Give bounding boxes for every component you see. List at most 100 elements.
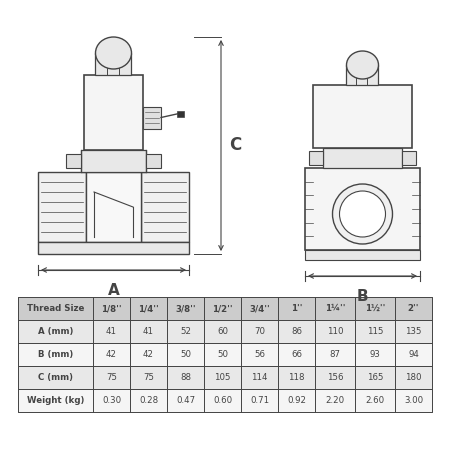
Bar [278,320,315,343]
Text: 105: 105 [214,373,231,382]
Bar [81,150,146,172]
Text: Thread Size: Thread Size [27,304,84,313]
Text: 93: 93 [370,350,381,359]
Bar [93,297,130,320]
Bar [141,172,189,242]
Text: A: A [108,283,119,298]
Bar [18,320,432,343]
Bar [95,53,131,75]
Text: 0.60: 0.60 [213,396,232,405]
Text: 114: 114 [251,373,268,382]
Bar [315,297,355,320]
Text: C: C [229,137,241,155]
Bar [204,366,241,389]
Text: C (mm): C (mm) [38,373,73,382]
Bar [315,343,355,366]
Text: 88: 88 [180,373,191,382]
Bar [18,389,432,412]
Bar [278,389,315,412]
Text: B: B [357,289,368,304]
Text: 42: 42 [106,350,117,359]
Bar [278,366,315,389]
Text: 180: 180 [405,373,422,382]
Text: B (mm): B (mm) [38,350,73,359]
Circle shape [332,184,392,244]
Bar [38,242,189,254]
Text: 1/4'': 1/4'' [138,304,159,313]
Bar [355,389,395,412]
Bar [315,320,355,343]
Text: 3.00: 3.00 [404,396,423,405]
Text: 1½'': 1½'' [365,304,385,313]
Bar [18,343,432,366]
Text: 1'': 1'' [291,304,302,313]
Bar [395,297,432,320]
Text: 1¼'': 1¼'' [325,304,345,313]
Bar [167,366,204,389]
Bar [204,320,241,343]
Text: 3/4'': 3/4'' [249,304,270,313]
Text: 165: 165 [367,373,383,382]
Text: Weight (kg): Weight (kg) [27,396,84,405]
Bar [93,366,130,389]
Text: 52: 52 [180,327,191,336]
Text: 0.47: 0.47 [176,396,195,405]
Bar [18,297,432,320]
Bar [18,389,93,412]
Text: 70: 70 [254,327,265,336]
Text: 2.20: 2.20 [326,396,345,405]
Bar [18,320,93,343]
Text: 2.60: 2.60 [365,396,384,405]
Bar [278,343,315,366]
Bar [313,85,412,148]
Bar [241,320,278,343]
Bar [355,343,395,366]
Text: 86: 86 [291,327,302,336]
Text: 110: 110 [327,327,343,336]
Bar [395,389,432,412]
Text: 75: 75 [143,373,154,382]
Bar [395,343,432,366]
Bar [241,343,278,366]
Bar [18,343,93,366]
Text: 1/8'': 1/8'' [101,304,122,313]
Bar [130,297,167,320]
Text: 50: 50 [180,350,191,359]
Bar [402,151,416,165]
Text: 0.71: 0.71 [250,396,269,405]
Text: 66: 66 [291,350,302,359]
Bar [130,389,167,412]
Text: 75: 75 [106,373,117,382]
Bar [93,343,130,366]
Text: 60: 60 [217,327,228,336]
Circle shape [339,191,385,237]
Bar [38,172,86,242]
Bar [167,343,204,366]
Bar [395,366,432,389]
Bar [309,151,323,165]
Bar [167,297,204,320]
Bar [323,148,402,168]
Text: 0.28: 0.28 [139,396,158,405]
Bar [177,110,184,117]
Text: 41: 41 [143,327,154,336]
Bar [278,297,315,320]
Ellipse shape [346,51,379,79]
Ellipse shape [95,37,131,69]
Text: 56: 56 [254,350,265,359]
Bar [305,250,420,260]
Bar [18,366,93,389]
Text: 115: 115 [367,327,383,336]
Text: 1/2'': 1/2'' [212,304,233,313]
Text: 135: 135 [405,327,422,336]
Text: 41: 41 [106,327,117,336]
Text: 0.92: 0.92 [287,396,306,405]
Bar [241,366,278,389]
Bar [130,320,167,343]
Text: 42: 42 [143,350,154,359]
Bar [241,389,278,412]
Text: 3/8'': 3/8'' [175,304,196,313]
Text: 87: 87 [329,350,340,359]
Bar [204,389,241,412]
Bar [355,297,395,320]
